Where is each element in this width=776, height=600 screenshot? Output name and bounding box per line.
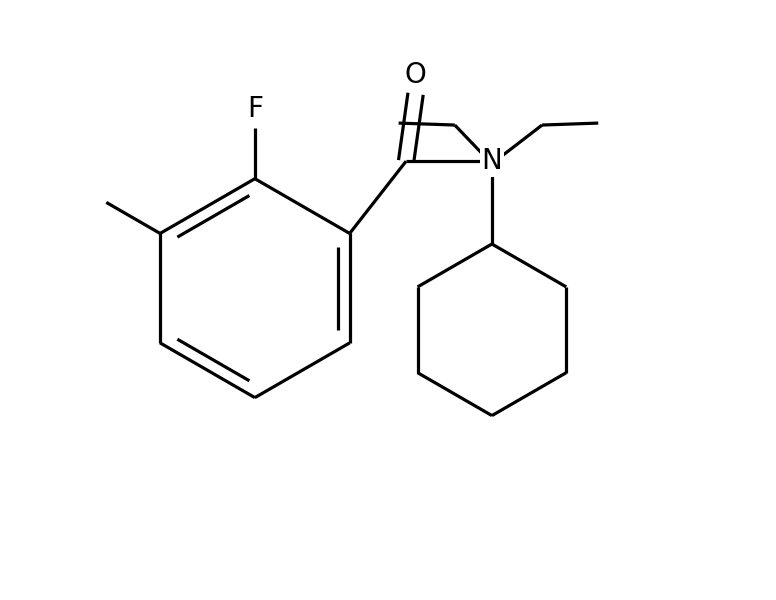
Text: F: F [247,95,263,123]
Text: O: O [405,61,427,89]
Text: N: N [482,147,502,175]
